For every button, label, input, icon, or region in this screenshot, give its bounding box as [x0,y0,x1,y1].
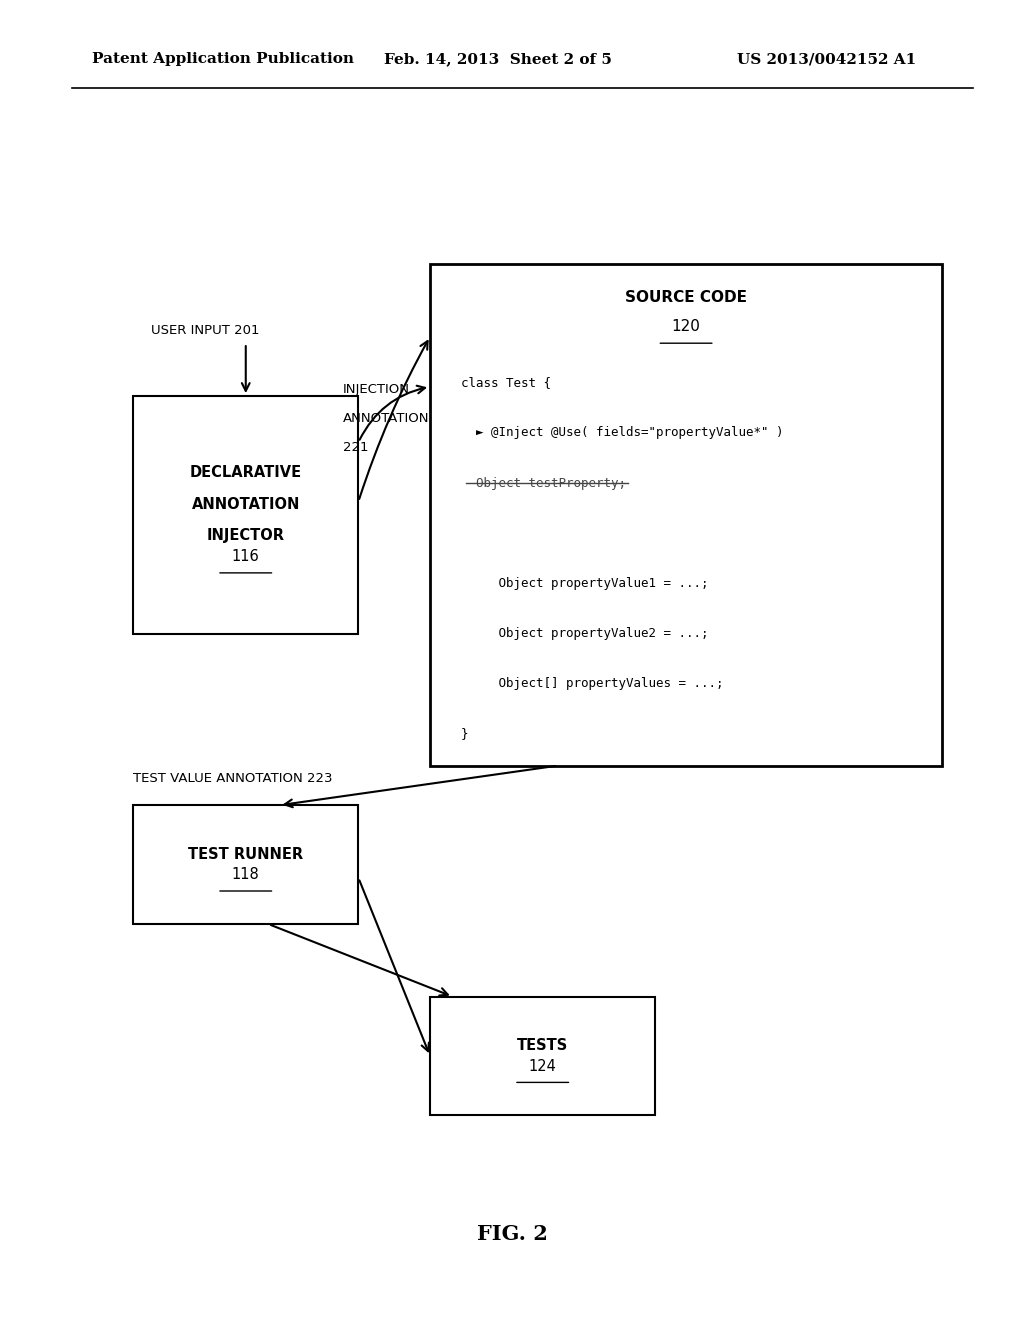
Text: SOURCE CODE: SOURCE CODE [625,289,748,305]
Text: Object propertyValue1 = ...;: Object propertyValue1 = ...; [461,577,709,590]
Text: class Test {: class Test { [461,376,551,389]
Text: 221: 221 [343,441,369,454]
Text: ► @Inject @Use( fields="propertyValue*" ): ► @Inject @Use( fields="propertyValue*" … [461,426,783,440]
Text: INJECTOR: INJECTOR [207,528,285,544]
Text: 116: 116 [231,549,260,564]
FancyBboxPatch shape [430,264,942,766]
Text: TESTS: TESTS [517,1038,568,1053]
Text: USER INPUT 201: USER INPUT 201 [151,323,259,337]
Text: FIG. 2: FIG. 2 [476,1224,548,1245]
Text: }: } [461,727,468,741]
Text: TEST VALUE ANNOTATION 223: TEST VALUE ANNOTATION 223 [133,772,333,785]
FancyBboxPatch shape [430,997,655,1115]
Text: Object propertyValue2 = ...;: Object propertyValue2 = ...; [461,627,709,640]
Text: INJECTION: INJECTION [343,383,410,396]
Text: 120: 120 [672,319,700,334]
Text: US 2013/0042152 A1: US 2013/0042152 A1 [737,53,916,66]
FancyBboxPatch shape [133,805,358,924]
Text: 124: 124 [528,1059,557,1073]
Text: TEST RUNNER: TEST RUNNER [188,846,303,862]
Text: Object testProperty;: Object testProperty; [461,477,626,490]
Text: ANNOTATION: ANNOTATION [191,496,300,512]
Text: ANNOTATION: ANNOTATION [343,412,429,425]
Text: Object[] propertyValues = ...;: Object[] propertyValues = ...; [461,677,723,690]
Text: 118: 118 [231,867,260,882]
FancyBboxPatch shape [133,396,358,634]
Text: Patent Application Publication: Patent Application Publication [92,53,354,66]
Text: DECLARATIVE: DECLARATIVE [189,465,302,480]
Text: Feb. 14, 2013  Sheet 2 of 5: Feb. 14, 2013 Sheet 2 of 5 [384,53,612,66]
